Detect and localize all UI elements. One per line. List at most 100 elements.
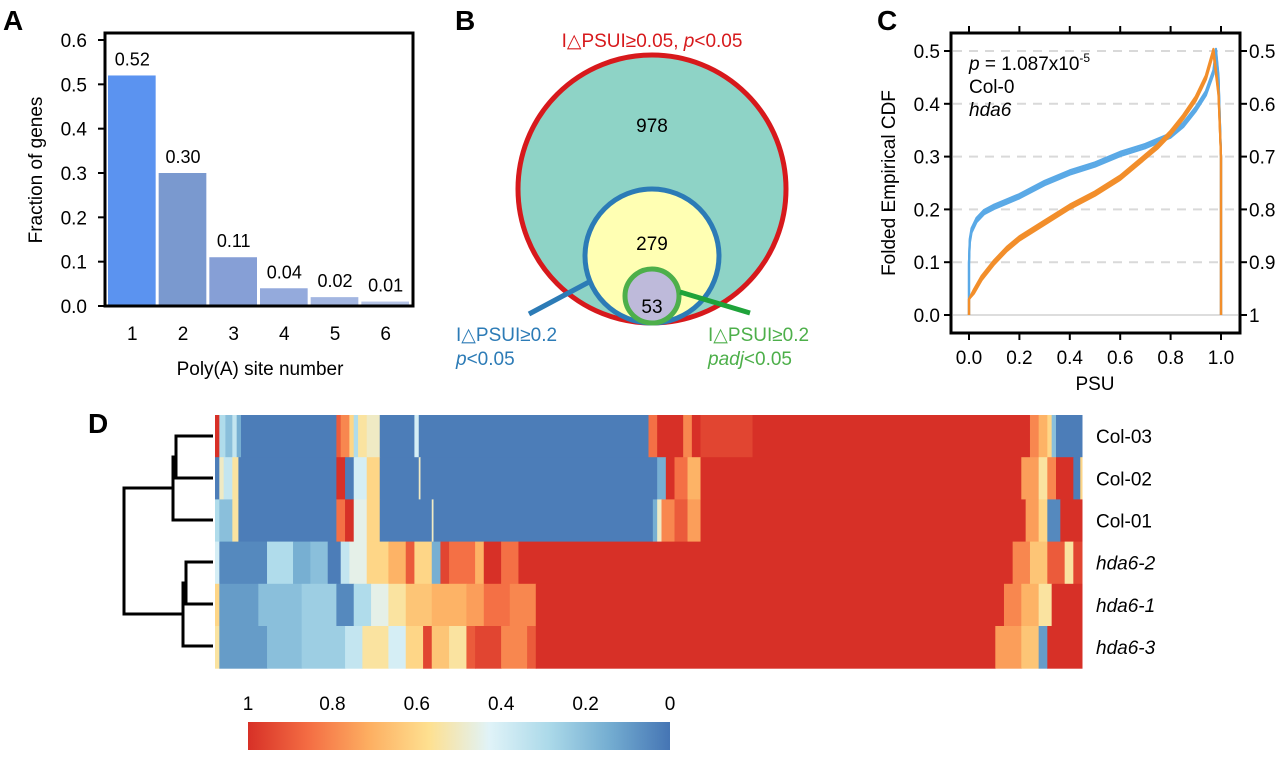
y-tick-label: 0.2 — [914, 200, 940, 221]
heatmap-cell — [535, 626, 996, 669]
heatmap-cell — [1025, 499, 1040, 543]
plot-frame — [949, 31, 1242, 335]
heatmap-cell — [238, 499, 337, 543]
heatmap-cell — [1064, 541, 1074, 585]
heatmap-cell — [509, 583, 537, 627]
heatmap-cell — [414, 415, 420, 458]
heatmap-cell — [535, 583, 1005, 627]
heatmap-cell — [1021, 457, 1040, 500]
heatmap-cell — [1029, 415, 1040, 458]
heatmap-cell — [683, 415, 693, 458]
heatmap-cell — [423, 626, 433, 669]
heatmap-cell — [258, 583, 303, 627]
colorbar-tick-label: 0 — [665, 694, 676, 715]
heatmap-cell — [225, 415, 233, 458]
heatmap-cell — [1055, 457, 1074, 500]
right-y-tick-label: 0.8 — [1249, 200, 1275, 221]
cdf-series — [967, 47, 1223, 315]
heatmap-cell — [1038, 583, 1053, 627]
bar — [361, 301, 409, 306]
panel-label-c: C — [877, 5, 897, 36]
heatmap-cell — [219, 415, 226, 458]
heatmap-cell — [366, 415, 381, 458]
colorbar-tick-label: 0.4 — [488, 694, 515, 715]
inner-set-label-line2: padj<0.05 — [707, 349, 792, 370]
heatmap-cell — [349, 541, 368, 585]
heatmap-cell — [366, 541, 389, 585]
heatmap-cell — [301, 583, 337, 627]
heatmap: Col-03 Col-02 Col-01 hda6-2 hda6-1 hda6-3 1 0.… — [122, 415, 1156, 750]
heatmap-cell — [336, 583, 355, 627]
heatmap-cell — [366, 499, 381, 543]
colorbar-tick-label: 0.2 — [572, 694, 598, 715]
heatmap-cell — [995, 626, 1022, 669]
colorbar — [248, 722, 670, 750]
heatmap-cell — [1047, 541, 1066, 585]
heatmap-cell — [1038, 415, 1048, 458]
colorbar-tick-label: 0.8 — [319, 694, 345, 715]
right-y-tick-label: 0.6 — [1249, 95, 1275, 116]
y-tick-label: 0.3 — [61, 164, 87, 185]
y-tick-label: 0.0 — [914, 306, 940, 327]
x-tick-label: 1.0 — [1208, 348, 1234, 369]
heatmap-cell — [1003, 583, 1022, 627]
heatmap-cell — [501, 541, 519, 585]
bar — [260, 288, 308, 306]
heatmap-cell — [388, 626, 407, 669]
outer-set-label: I△PSUI≥0.05, p<0.05 — [562, 31, 743, 52]
x-axis-title: PSU — [1075, 374, 1114, 395]
y-tick-label: 0.5 — [914, 42, 940, 63]
middle-set-count: 279 — [636, 234, 668, 255]
bar-value-labels: 0.52 0.30 0.11 0.04 0.02 0.01 — [115, 49, 403, 295]
heatmap-cell — [1051, 415, 1057, 458]
bar — [209, 257, 257, 306]
heatmap-cell — [527, 626, 537, 669]
right-y-tick-label: 0.7 — [1249, 148, 1275, 169]
heatmap-cell — [353, 415, 359, 458]
x-axis-ticks: 1 2 3 4 5 6 — [127, 324, 391, 345]
heatmap-cell — [358, 415, 368, 458]
heatmap-cells — [215, 415, 1083, 669]
heatmap-cell — [414, 541, 433, 585]
row-label: hda6-1 — [1096, 596, 1155, 617]
heatmap-cell — [1051, 583, 1083, 627]
heatmap-cell — [215, 541, 220, 585]
heatmap-cell — [232, 499, 239, 543]
series-line-hda6 — [967, 47, 1223, 315]
x-tick-label: 1 — [127, 324, 138, 345]
y-axis-title: Folded Empirical CDF — [879, 90, 900, 276]
dendrogram-branch — [174, 434, 213, 480]
heatmap-cell — [232, 415, 238, 458]
y-tick-label: 0.2 — [61, 208, 87, 229]
heatmap-cell — [215, 457, 220, 500]
heatmap-cell — [752, 415, 1031, 458]
heatmap-cell — [1055, 415, 1083, 458]
row-label: Col-03 — [1096, 427, 1152, 448]
heatmap-cell — [379, 457, 420, 500]
heatmap-cell — [1038, 499, 1048, 543]
heatmap-cell — [215, 415, 220, 458]
heatmap-cell — [1038, 626, 1048, 669]
bar — [158, 173, 207, 306]
heatmap-cell — [433, 499, 654, 543]
heatmap-cell — [420, 457, 658, 500]
heatmap-cell — [215, 583, 220, 627]
heatmap-cell — [1080, 457, 1083, 500]
x-axis-ticks: 0.0 0.2 0.4 0.6 0.8 1.0 — [956, 26, 1234, 369]
heatmap-cell — [687, 499, 702, 543]
heatmap-cell — [215, 499, 220, 543]
heatmap-cell — [215, 626, 220, 669]
heatmap-cell — [1038, 457, 1048, 500]
heatmap-cell — [293, 541, 311, 585]
heatmap-cell — [336, 457, 346, 500]
heatmap-cell — [236, 415, 242, 458]
bar-value-label: 0.04 — [267, 262, 302, 282]
heatmap-cell — [449, 626, 467, 669]
right-y-tick-label: 0.5 — [1249, 42, 1275, 63]
heatmap-cell — [1021, 626, 1040, 669]
heatmap-cell — [431, 499, 434, 543]
heatmap-cell — [475, 626, 502, 669]
heatmap-cell — [691, 415, 702, 458]
heatmap-cell — [345, 499, 355, 543]
heatmap-cell — [431, 541, 441, 585]
